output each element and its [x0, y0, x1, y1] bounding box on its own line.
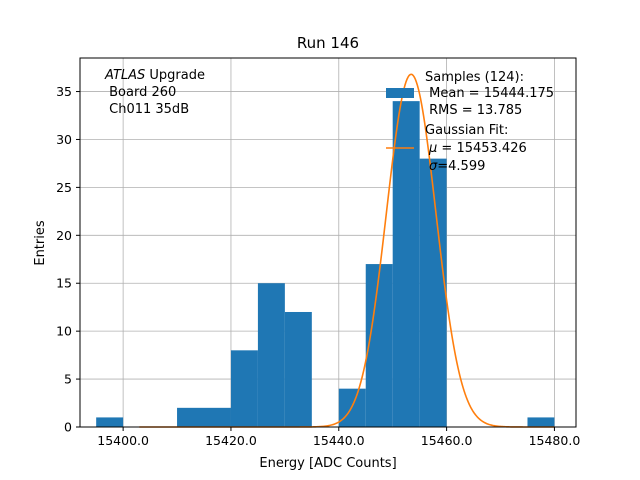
histogram-bar-7	[284, 311, 312, 427]
legend-samples-rms: RMS = 13.785	[425, 103, 522, 118]
plot-frame	[79, 57, 577, 428]
x-tick-label-1: 15420.0	[205, 433, 257, 448]
y-axis-label: Entries	[33, 220, 48, 266]
histogram-bar-11	[392, 101, 420, 427]
annotation-atlas: ATLAS	[104, 68, 145, 83]
annotation-line-3: Ch011 35dB	[105, 102, 189, 117]
annotation-box: ATLAS Upgrade Board 260 Ch011 35dB	[104, 68, 205, 117]
y-tick-label-3: 15	[56, 276, 72, 291]
y-tick-label-4: 20	[56, 228, 72, 243]
y-axis-ticks: 0 5 10 15 20 25 30 35	[56, 84, 80, 435]
x-axis-ticks: 15400.0 15420.0 15440.0 15460.0 15480.0	[97, 427, 580, 448]
histogram-bar-6	[257, 283, 285, 427]
legend-samples-title: Samples (124):	[425, 70, 524, 85]
legend-fit-sigma: σ=4.599	[429, 159, 485, 174]
legend-samples-patch	[386, 88, 414, 98]
histogram-bar-10	[365, 264, 393, 427]
legend: Samples (124): Mean = 15444.175 RMS = 13…	[386, 70, 554, 174]
legend-sigma-value: =4.599	[437, 159, 485, 174]
legend-sigma-symbol: σ	[429, 159, 438, 174]
histogram-bars	[96, 101, 555, 428]
histogram-bar-12	[419, 158, 447, 428]
histogram-bar-16	[527, 417, 555, 427]
chart-title: Run 146	[297, 34, 359, 52]
x-tick-label-3: 15460.0	[421, 433, 473, 448]
y-tick-label-1: 5	[64, 372, 72, 387]
y-tick-label-6: 30	[56, 132, 72, 147]
x-tick-label-0: 15400.0	[97, 433, 149, 448]
histogram-bar-5	[230, 350, 258, 427]
histogram-bar-0	[96, 417, 124, 427]
legend-fit-title: Gaussian Fit:	[425, 123, 508, 138]
annotation-upgrade: Upgrade	[145, 68, 205, 83]
x-axis-label: Energy [ADC Counts]	[259, 456, 396, 471]
histogram-bar-3	[177, 407, 204, 427]
annotation-line-1: ATLAS Upgrade	[104, 68, 205, 83]
legend-samples-mean: Mean = 15444.175	[425, 86, 554, 101]
legend-mu-symbol: μ	[428, 141, 437, 156]
y-tick-label-2: 10	[56, 324, 72, 339]
annotation-line-2: Board 260	[105, 85, 176, 100]
histogram-bar-4	[204, 407, 231, 427]
y-tick-label-5: 25	[56, 180, 72, 195]
legend-mu-value: = 15453.426	[437, 141, 526, 156]
x-tick-label-2: 15440.0	[313, 433, 365, 448]
y-tick-label-0: 0	[64, 420, 72, 435]
y-tick-label-7: 35	[56, 84, 72, 99]
legend-fit-mu: μ = 15453.426	[428, 141, 527, 156]
x-tick-label-4: 15480.0	[529, 433, 581, 448]
histogram-bar-9	[338, 388, 366, 427]
